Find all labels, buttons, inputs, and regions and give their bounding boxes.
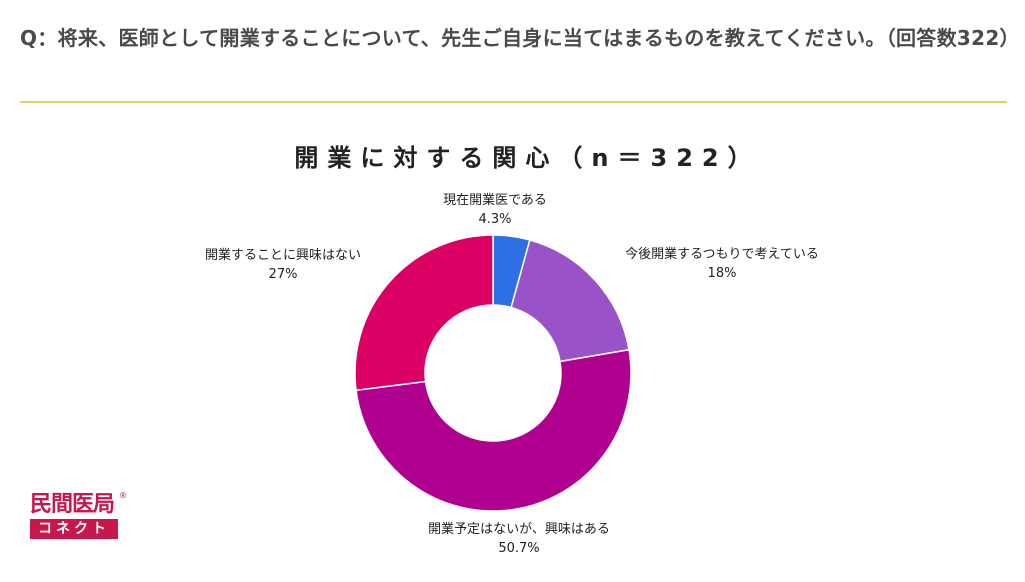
slice-label-current-practitioner: 現在開業医である 4.3% (440, 191, 550, 229)
slice-value: 18% (707, 266, 737, 281)
brand-logo: 民間医局 ® コネクト (30, 491, 127, 541)
survey-question: Q：将来、医師として開業することについて、先生ご自身に当てはまるものを教えてくだ… (20, 26, 1020, 50)
logo-top-text: 民間医局 (30, 492, 115, 517)
slice-not-interested (354, 234, 494, 392)
slice-label-planning-to-open: 今後開業するつもりで考えている 18% (612, 245, 832, 283)
slice-label-interested: 開業予定はないが、興味はある 50.7% (409, 520, 629, 558)
slice-value: 27% (268, 267, 298, 282)
chart-title: 開業に対する関心（n＝322） (294, 144, 761, 172)
slice-name: 開業予定はないが、興味はある (428, 522, 610, 537)
slice-label-not-interested: 開業することに興味はない 27% (188, 246, 378, 284)
logo-bottom-text: コネクト (30, 519, 118, 539)
slice-name: 今後開業するつもりで考えている (625, 247, 819, 262)
slice-name: 開業することに興味はない (204, 248, 361, 263)
slice-value: 4.3% (478, 212, 512, 227)
slice-name: 現在開業医である (443, 193, 547, 208)
slice-interested (355, 348, 632, 512)
divider-line (20, 101, 1007, 103)
slice-value: 50.7% (498, 541, 540, 556)
logo-registered-mark: ® (119, 491, 127, 500)
